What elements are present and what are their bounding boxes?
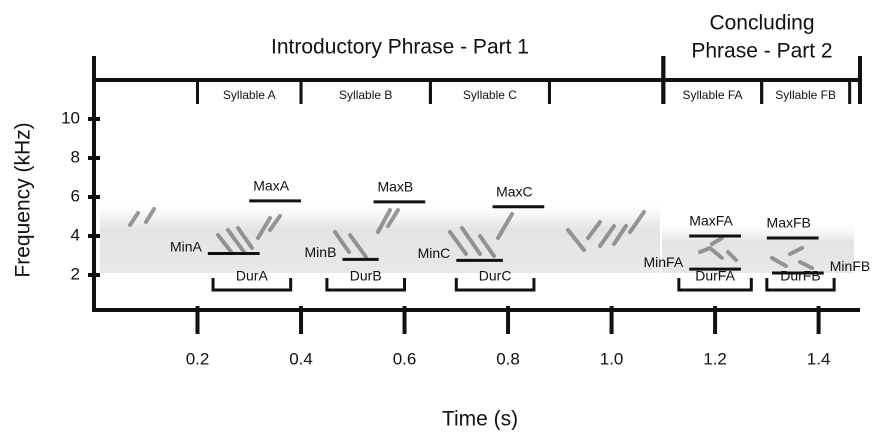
x-tick-label: 0.2 xyxy=(186,349,210,368)
y-tick-label: 8 xyxy=(71,147,80,166)
x-tick-label: 0.8 xyxy=(496,349,520,368)
phrase-title: Introductory Phrase - Part 1 xyxy=(271,36,529,59)
level-label: MinB xyxy=(305,244,337,260)
duration-bracket xyxy=(325,278,407,292)
level-label: MinC xyxy=(418,245,451,261)
duration-bracket xyxy=(677,278,753,292)
level-label: MaxB xyxy=(377,179,413,195)
syllable-label: Syllable FA xyxy=(682,88,742,102)
x-axis-label: Time (s) xyxy=(442,408,518,431)
x-tick-label: 1.2 xyxy=(703,349,727,368)
phrase-title: Phrase - Part 2 xyxy=(691,40,832,63)
y-tick-label: 2 xyxy=(71,264,80,283)
duration-label: DurC xyxy=(479,268,512,284)
level-label: MinA xyxy=(170,238,203,254)
syllable-label: Syllable C xyxy=(463,88,517,102)
duration-label: DurFA xyxy=(695,268,735,284)
duration-bracket xyxy=(454,278,536,292)
x-tick-label: 1.0 xyxy=(600,349,624,368)
x-tick-label: 1.4 xyxy=(807,349,831,368)
duration-label: DurFB xyxy=(780,268,820,284)
level-label: MaxC xyxy=(496,183,533,199)
level-label: MaxFB xyxy=(767,215,811,231)
x-tick-label: 0.4 xyxy=(289,349,313,368)
y-tick-label: 10 xyxy=(61,108,80,127)
y-tick-label: 4 xyxy=(71,225,80,244)
y-tick-label: 6 xyxy=(71,186,80,205)
duration-label: DurB xyxy=(350,268,382,284)
level-label: MaxA xyxy=(253,178,289,194)
y-axis-label: Frequency (kHz) xyxy=(12,122,35,277)
syllable-label: Syllable B xyxy=(339,88,392,102)
phrase-title: Concluding xyxy=(709,12,814,35)
level-label: MinFB xyxy=(830,258,870,274)
level-label: MinFA xyxy=(644,254,684,270)
syllable-label: Syllable FB xyxy=(775,88,836,102)
duration-bracket xyxy=(765,278,836,292)
duration-label: DurA xyxy=(236,268,269,284)
level-label: MaxFA xyxy=(689,213,733,229)
duration-bracket xyxy=(211,278,293,292)
spectrogram-background xyxy=(100,205,854,273)
x-tick-label: 0.6 xyxy=(393,349,417,368)
syllable-label: Syllable A xyxy=(223,88,276,102)
